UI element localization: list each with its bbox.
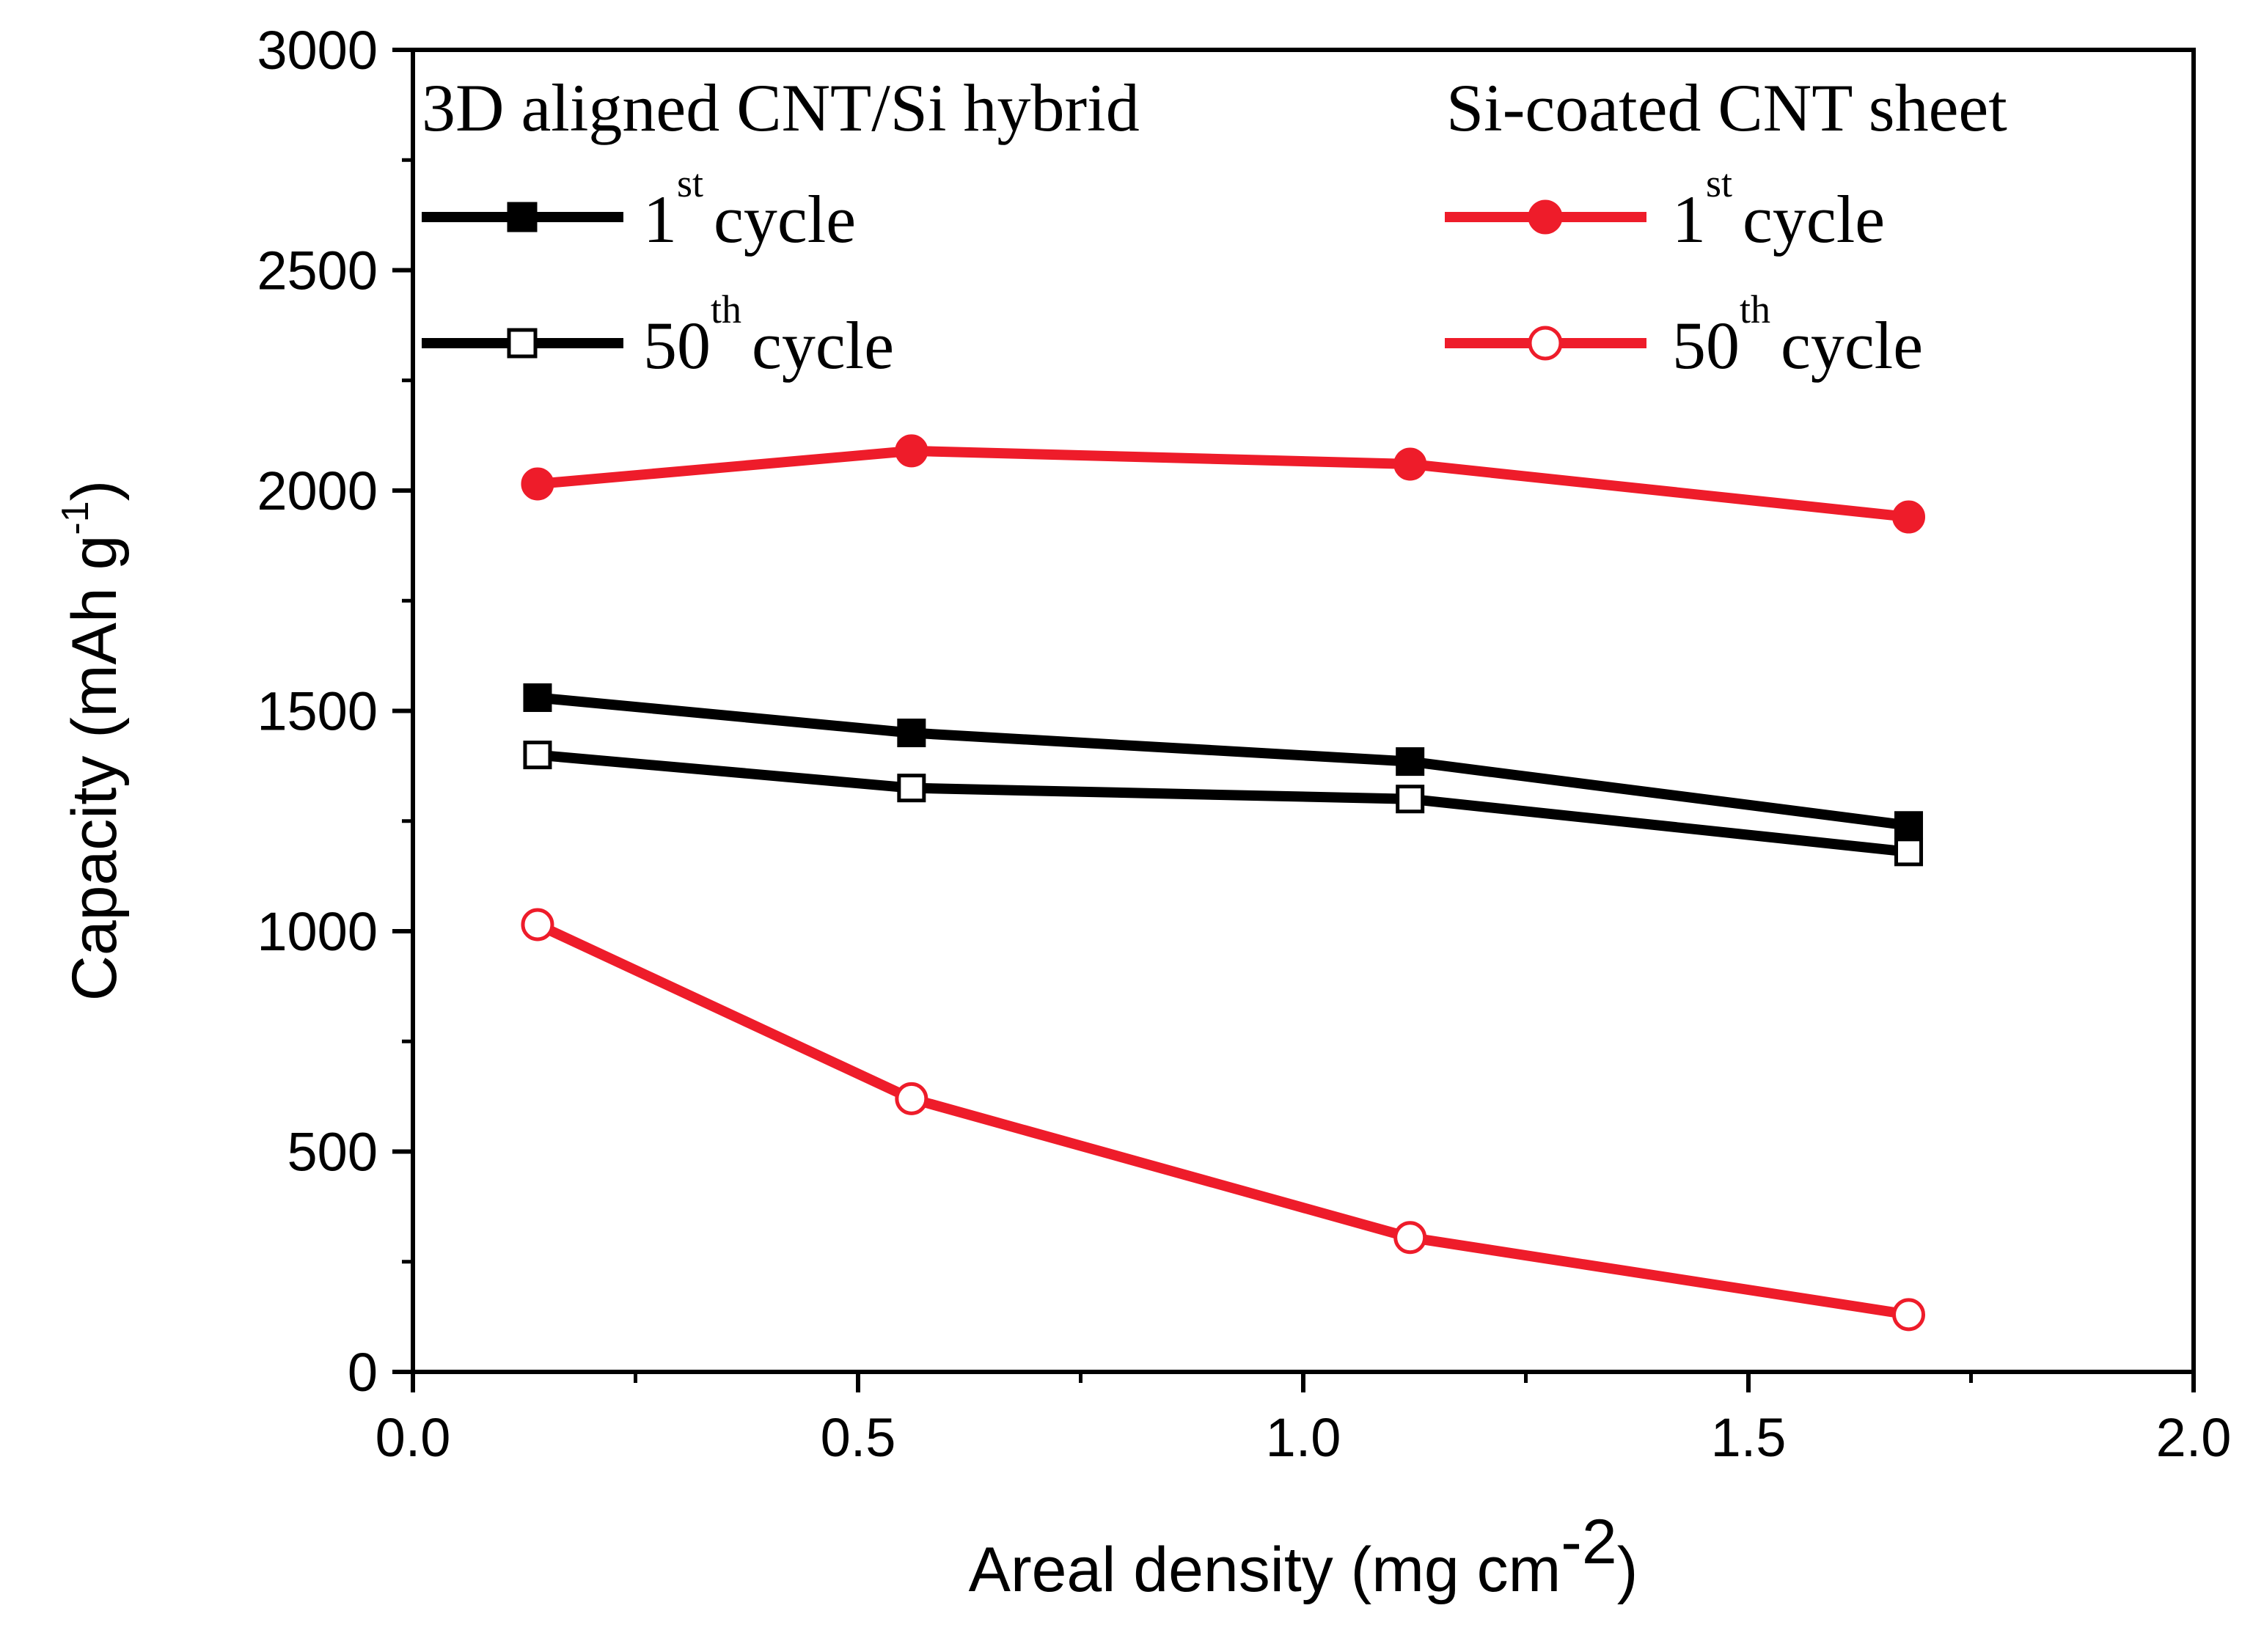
y-tick-label-4: 2000 [257, 460, 378, 521]
y-tick-label-6: 3000 [257, 20, 378, 81]
point-sheet-1st-1 [895, 434, 928, 468]
point-sheet-50th-1 [895, 1082, 928, 1115]
legend-label-hybrid-1st-sup: st [677, 161, 703, 205]
legend-left: 3D aligned CNT/Si hybrid 1st cycle 50th cy… [422, 70, 1140, 383]
legend-right-title: Si-coated CNT sheet [1446, 70, 2007, 145]
point-sheet-1st-3 [1892, 500, 1926, 534]
series-hybrid-50th [523, 741, 1924, 867]
point-sheet-50th-3 [1892, 1298, 1926, 1332]
y-tick-label-1: 500 [287, 1122, 378, 1183]
legend-label-sheet-1st-rest: cycle [1743, 182, 1885, 257]
point-hybrid-50th-1 [897, 774, 926, 803]
legend-item-hybrid-50th: 50th cycle [422, 287, 894, 383]
x-tick-label-0: 0.0 [375, 1407, 451, 1468]
series-sheet-50th [521, 908, 1926, 1332]
point-hybrid-50th-0 [523, 741, 552, 770]
legend-label-hybrid-1st: 1st cycle [643, 161, 856, 257]
legend-item-sheet-50th: 50th cycle [1445, 287, 1923, 383]
point-hybrid-50th-3 [1894, 837, 1924, 867]
x-axis-title-sup: -2 [1561, 1507, 1616, 1577]
legend-left-title: 3D aligned CNT/Si hybrid [422, 70, 1140, 145]
ticks-layer [392, 48, 2196, 1392]
point-sheet-50th-0 [521, 908, 554, 941]
y-tick-label-5: 2500 [257, 241, 378, 301]
y-tick-label-2: 1000 [257, 901, 378, 962]
x-tick-label-4: 2.0 [2156, 1407, 2232, 1468]
legend-label-sheet-50th-main: 50 [1672, 308, 1740, 383]
legend-label-hybrid-1st-rest: cycle [714, 182, 856, 257]
x-tick-label-3: 1.5 [1711, 1407, 1787, 1468]
y-axis-title-main: Capacity (mAh g [59, 535, 130, 1002]
y-axis-title-sup: -1 [54, 501, 97, 535]
series-line-hybrid-1st [537, 692, 1910, 831]
y-tick-label-3: 1500 [257, 681, 378, 742]
y-axis-title: Capacity (mAh g-1) [54, 480, 130, 1002]
legend-label-sheet-1st-main: 1 [1672, 182, 1706, 257]
tick-labels-layer: 0.0 0.5 1.0 1.5 2.0 0 500 1000 1500 2000 2500 3000 [257, 20, 2231, 1468]
legend-marker-sheet-50th [1528, 326, 1563, 361]
legend-label-hybrid-50th-sup: th [711, 287, 741, 331]
legend-label-hybrid-50th-main: 50 [643, 308, 711, 383]
legend-right: Si-coated CNT sheet 1st cycle 50th cycle [1445, 70, 2007, 383]
point-hybrid-1st-0 [523, 683, 552, 712]
legend-label-sheet-1st-sup: st [1706, 161, 1732, 205]
x-tick-label-2: 1.0 [1266, 1407, 1341, 1468]
legend-label-hybrid-50th-rest: cycle [752, 308, 894, 383]
legend-marker-hybrid-50th [507, 328, 538, 359]
legend-label-sheet-50th-rest: cycle [1781, 308, 1923, 383]
point-hybrid-1st-2 [1396, 747, 1425, 777]
point-hybrid-50th-2 [1396, 785, 1425, 814]
legend-item-hybrid-1st: 1st cycle [422, 161, 856, 257]
legend-label-sheet-50th-sup: th [1740, 287, 1770, 331]
y-axis-title-end: ) [59, 480, 130, 502]
point-sheet-1st-0 [521, 467, 554, 501]
legend-label-hybrid-1st-main: 1 [643, 182, 677, 257]
point-hybrid-1st-3 [1894, 811, 1924, 840]
legend-label-sheet-1st: 1st cycle [1672, 161, 1885, 257]
series-line-sheet-50th [535, 919, 1910, 1320]
legend-marker-sheet-1st [1528, 199, 1563, 235]
y-tick-label-0: 0 [348, 1342, 378, 1403]
series-layer [521, 434, 1926, 1332]
x-axis-title-main: Areal density (mg cm [969, 1535, 1561, 1605]
series-sheet-1st [521, 434, 1926, 534]
legend-label-hybrid-50th: 50th cycle [643, 287, 894, 383]
series-line-hybrid-50th [537, 749, 1910, 857]
x-tick-label-1: 0.5 [821, 1407, 896, 1468]
x-axis-title-end: ) [1617, 1535, 1638, 1605]
legend-label-sheet-50th: 50th cycle [1672, 287, 1923, 383]
series-line-sheet-1st [537, 445, 1910, 523]
legend-item-sheet-1st: 1st cycle [1445, 161, 1885, 257]
legend-marker-hybrid-1st [507, 202, 538, 232]
point-sheet-50th-2 [1393, 1221, 1427, 1255]
x-axis-title: Areal density (mg cm-2) [969, 1507, 1638, 1605]
point-sheet-1st-2 [1393, 447, 1427, 481]
point-hybrid-1st-1 [897, 719, 926, 748]
series-hybrid-1st [523, 683, 1924, 840]
